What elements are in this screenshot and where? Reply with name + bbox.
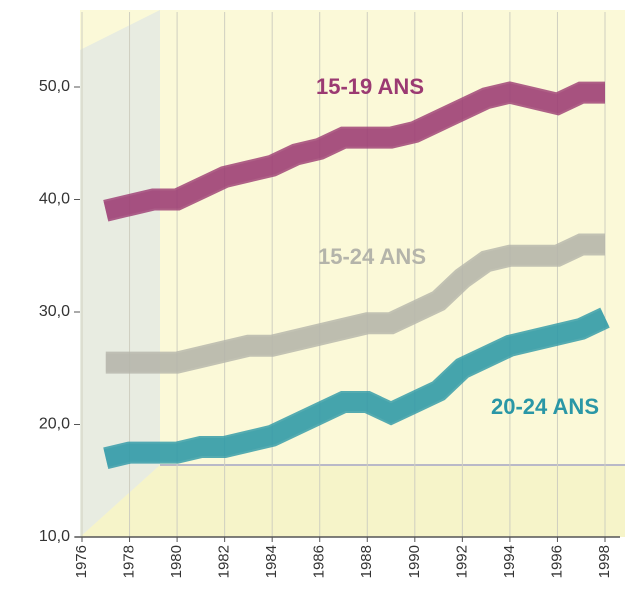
x-tick-label: 1982 xyxy=(216,545,233,578)
x-tick-label: 1984 xyxy=(263,545,280,578)
series-ribbon xyxy=(103,83,605,220)
floor xyxy=(80,465,625,537)
x-tick-label: 1994 xyxy=(501,545,518,578)
x-tick-label: 1996 xyxy=(548,545,565,578)
series-label: 20-24 ANS xyxy=(491,394,599,419)
series-ribbon xyxy=(103,309,609,468)
series-ribbon-edge xyxy=(103,307,610,469)
y-tick-label: 30,0 xyxy=(39,303,70,320)
series-label: 15-24 ANS xyxy=(318,244,426,269)
x-tick-label: 1976 xyxy=(73,545,90,578)
x-tick-label: 1998 xyxy=(596,545,613,578)
y-tick-label: 50,0 xyxy=(39,78,70,95)
x-tick-label: 1990 xyxy=(406,545,423,578)
x-tick-label: 1986 xyxy=(311,545,328,578)
x-tick-label: 1988 xyxy=(358,545,375,578)
x-tick-label: 1978 xyxy=(121,545,138,578)
series-label: 15-19 ANS xyxy=(316,74,424,99)
series-ribbon-edge xyxy=(103,81,605,222)
y-tick-label: 20,0 xyxy=(39,416,70,433)
series-ribbon-edge xyxy=(105,233,605,374)
y-tick-label: 10,0 xyxy=(39,528,70,545)
x-tick-label: 1992 xyxy=(453,545,470,578)
x-tick-label: 1980 xyxy=(168,545,185,578)
y-tick-label: 40,0 xyxy=(39,191,70,208)
series-ribbon xyxy=(105,235,605,372)
side-wall xyxy=(80,10,160,537)
